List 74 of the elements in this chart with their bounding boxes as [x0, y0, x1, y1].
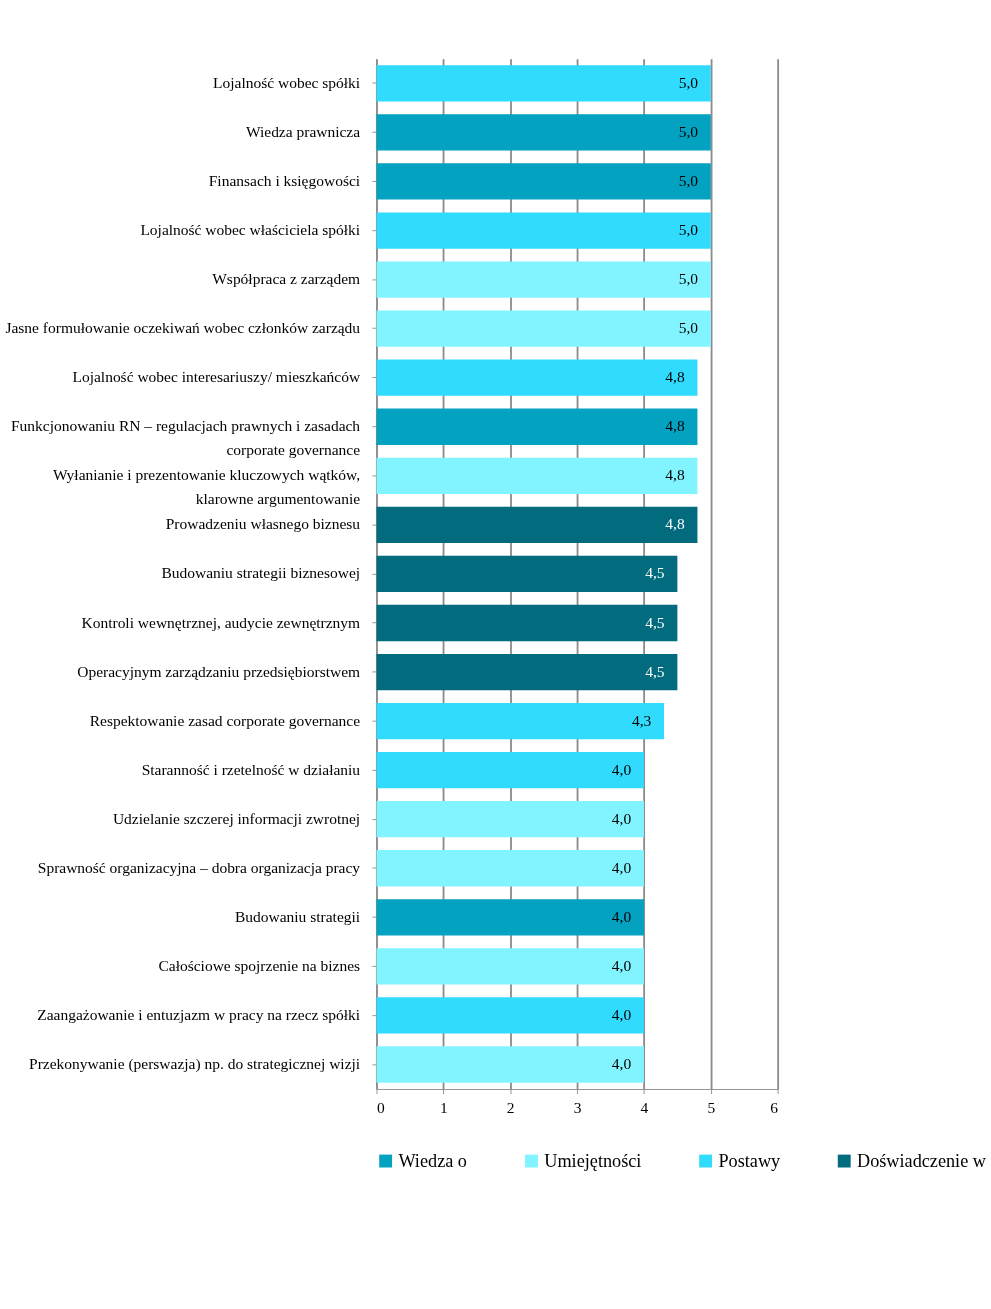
data-label: 4,8 [665, 466, 685, 484]
bar [376, 948, 644, 985]
bar [376, 506, 698, 544]
bar [376, 555, 678, 593]
data-label: 5,0 [678, 122, 699, 140]
x-tick-label: 3 [573, 1099, 582, 1117]
data-label: 5,0 [678, 221, 699, 239]
data-label: 4,8 [665, 368, 685, 386]
y-tick-label: Współpraca z zarządem [212, 270, 361, 288]
bar [376, 1046, 644, 1083]
bar [376, 457, 698, 494]
x-tick-label: 5 [707, 1099, 716, 1117]
y-tick-label: Finansach i księgowości [208, 172, 361, 190]
y-tick-label: Budowaniu strategii biznesowej [161, 564, 361, 582]
legend-label: Umiejętności [544, 1150, 642, 1171]
data-label: 5,0 [678, 172, 699, 190]
data-label: 4,0 [611, 1055, 632, 1073]
data-label: 4,0 [611, 809, 632, 827]
x-tick-label: 2 [506, 1099, 515, 1117]
bar [376, 801, 644, 838]
data-label: 5,0 [678, 319, 699, 337]
data-label: 4,0 [611, 858, 632, 876]
data-label: 4,8 [665, 417, 685, 435]
data-label: 4,5 [645, 613, 665, 631]
x-tick-label: 4 [640, 1099, 649, 1117]
y-tick-label: Wiedza prawnicza [245, 122, 361, 140]
y-tick-label: Sprawność organizacyjna – dobra organizacja pracy [37, 858, 361, 876]
bar [376, 752, 644, 789]
y-tick-label: Jasne formułowanie oczekiwań wobec członków zarządu [5, 319, 361, 337]
bar [376, 604, 678, 642]
y-tick-label: Staranność i rzetelność w działaniu [141, 760, 361, 778]
bar [376, 653, 678, 691]
y-tick-label: Respektowanie zasad corporate governance [89, 711, 361, 729]
data-label: 4,0 [611, 956, 632, 974]
legend-label: Doświadczenie w [856, 1150, 987, 1171]
bar [376, 212, 711, 249]
y-tick-label: Operacyjnym zarządzaniu przedsiębiorstwem [77, 662, 361, 680]
y-tick-label: Całościowe spojrzenie na biznes [158, 956, 361, 974]
y-tick-label: Lojalność wobec właściciela spółki [140, 221, 361, 239]
data-label: 4,5 [645, 662, 665, 680]
y-tick-label: Kontroli wewnętrznej, audycie zewnętrznym [81, 613, 361, 631]
legend-label: Postawy [718, 1150, 782, 1171]
bar [376, 359, 698, 396]
bar [376, 114, 711, 151]
bar [376, 899, 644, 936]
data-label: 5,0 [678, 270, 699, 288]
data-label: 4,5 [645, 564, 665, 582]
bar [376, 261, 711, 298]
x-tick-label: 0 [376, 1099, 385, 1117]
y-tick-label: Lojalność wobec interesariuszy/ mieszkańców [72, 368, 361, 386]
bar [376, 997, 644, 1034]
x-tick-label: 6 [770, 1099, 779, 1117]
data-label: 4,0 [611, 907, 632, 925]
bar [376, 65, 711, 102]
data-label: 5,0 [678, 73, 699, 91]
data-label: 4,0 [611, 760, 632, 778]
data-label: 4,3 [631, 711, 652, 729]
y-tick-label: Zaangażowanie i entuzjazm w pracy na rzecz spółki [37, 1006, 361, 1023]
bar [376, 163, 711, 200]
y-tick-label: Prowadzeniu własnego biznesu [165, 515, 361, 533]
y-tick-label: Lojalność wobec spółki [213, 73, 361, 91]
y-tick-label: Funkcjonowaniu RN – regulacjach prawnych i zasadach corporate governance [10, 417, 361, 459]
bar [376, 702, 665, 740]
data-label: 4,8 [665, 515, 685, 533]
bar [376, 850, 644, 887]
y-tick-label: Udzielanie szczerej informacji zwrotnej [112, 809, 361, 827]
legend-label: Wiedza o [398, 1150, 467, 1171]
y-tick-label: Budowaniu strategii [234, 907, 361, 925]
x-tick-label: 1 [439, 1099, 448, 1117]
bar [376, 310, 711, 347]
y-tick-label: Przekonywanie (perswazja) np. do strategicznej wizji [29, 1055, 361, 1074]
bar [376, 408, 698, 445]
data-label: 4,0 [611, 1006, 632, 1023]
y-tick-label: Wyłanianie i prezentowanie kluczowych wątków, klarowne argumentowanie [52, 466, 361, 508]
